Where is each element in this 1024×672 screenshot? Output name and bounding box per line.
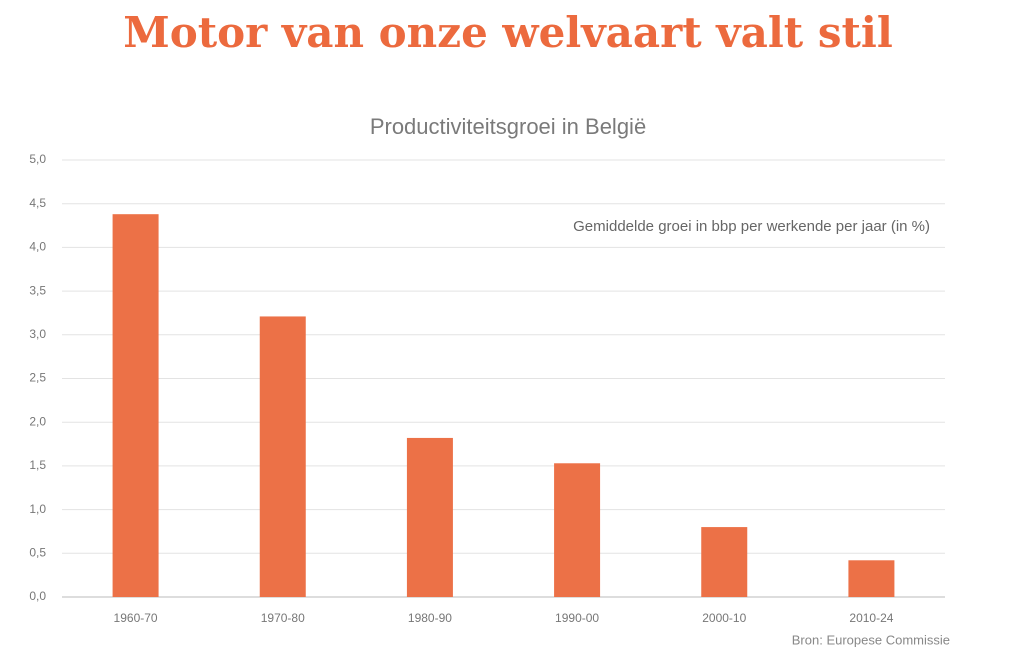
- bar: [259, 316, 306, 597]
- bar: [406, 437, 453, 597]
- y-tick-label: 4,0: [29, 240, 46, 254]
- bar: [848, 560, 895, 597]
- bar: [701, 527, 748, 597]
- x-tick-label: 1970-80: [261, 611, 305, 625]
- x-tick-label: 2000-10: [702, 611, 746, 625]
- y-tick-label: 0,5: [29, 545, 46, 559]
- y-tick-label: 4,5: [29, 196, 46, 210]
- x-tick-label: 1990-00: [555, 611, 599, 625]
- chart-title: Motor van onze welvaart valt stil: [123, 8, 893, 57]
- x-tick-label: 2010-24: [849, 611, 893, 625]
- annotation: Gemiddelde groei in bbp per werkende per…: [573, 218, 930, 235]
- y-tick-label: 2,0: [29, 414, 46, 428]
- bar: [554, 463, 601, 597]
- y-tick-label: 2,5: [29, 371, 46, 385]
- y-tick-label: 1,0: [29, 502, 46, 516]
- y-tick-label: 3,0: [29, 327, 46, 341]
- y-tick-label: 5,0: [29, 152, 46, 166]
- x-tick-label: 1980-90: [408, 611, 452, 625]
- x-tick-label: 1960-70: [114, 611, 158, 625]
- y-tick-label: 3,5: [29, 283, 46, 297]
- bar: [112, 214, 159, 598]
- y-tick-label: 0,0: [29, 589, 46, 603]
- source: Bron: Europese Commissie: [792, 632, 950, 647]
- chart-subtitle: Productiviteitsgroei in België: [370, 114, 646, 139]
- y-tick-label: 1,5: [29, 458, 46, 472]
